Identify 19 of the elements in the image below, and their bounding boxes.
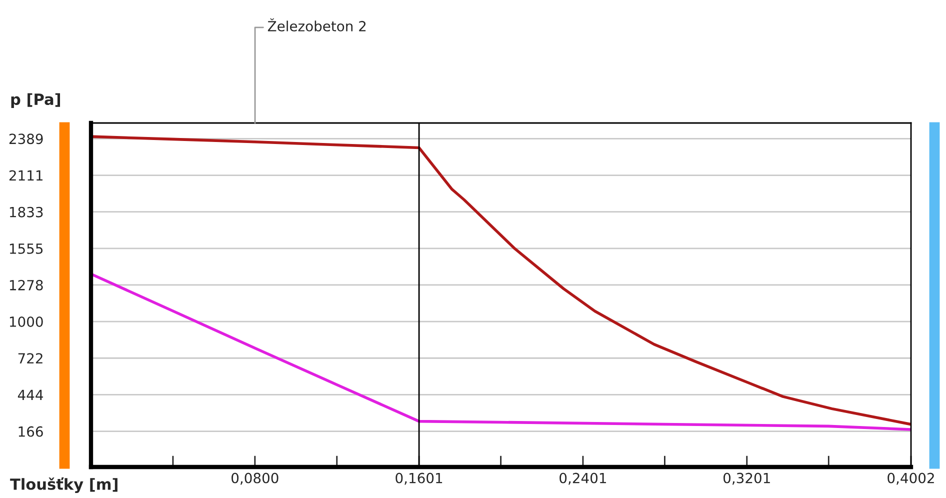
x-tick-label: 0,3201	[723, 472, 770, 485]
x-tick-label: 0,2401	[560, 472, 606, 485]
y-tick-label: 444	[18, 390, 43, 400]
y-tick-label: 166	[18, 426, 43, 437]
line-series	[91, 272, 911, 431]
x-tick-label: 0,0800	[232, 472, 278, 485]
line-series	[91, 135, 911, 426]
y-tick-label: 1278	[10, 280, 43, 290]
y-tick-label: 722	[18, 353, 42, 364]
y-tick-label: 1000	[10, 316, 43, 327]
text: Železobeton 2	[268, 18, 366, 32]
x-axis-title: Tloušťky [m]	[10, 477, 118, 493]
y-tick-label: 2111	[9, 170, 42, 181]
y-tick-label: 2389	[9, 134, 43, 144]
y-tick-label: 1833	[10, 206, 43, 218]
x-tick-label: 0,4002	[888, 472, 934, 485]
x-tick-label: 0,1601	[396, 472, 442, 485]
y-tick-label: 1555	[10, 244, 43, 254]
y-axis-title: p [Pa]	[11, 93, 60, 108]
